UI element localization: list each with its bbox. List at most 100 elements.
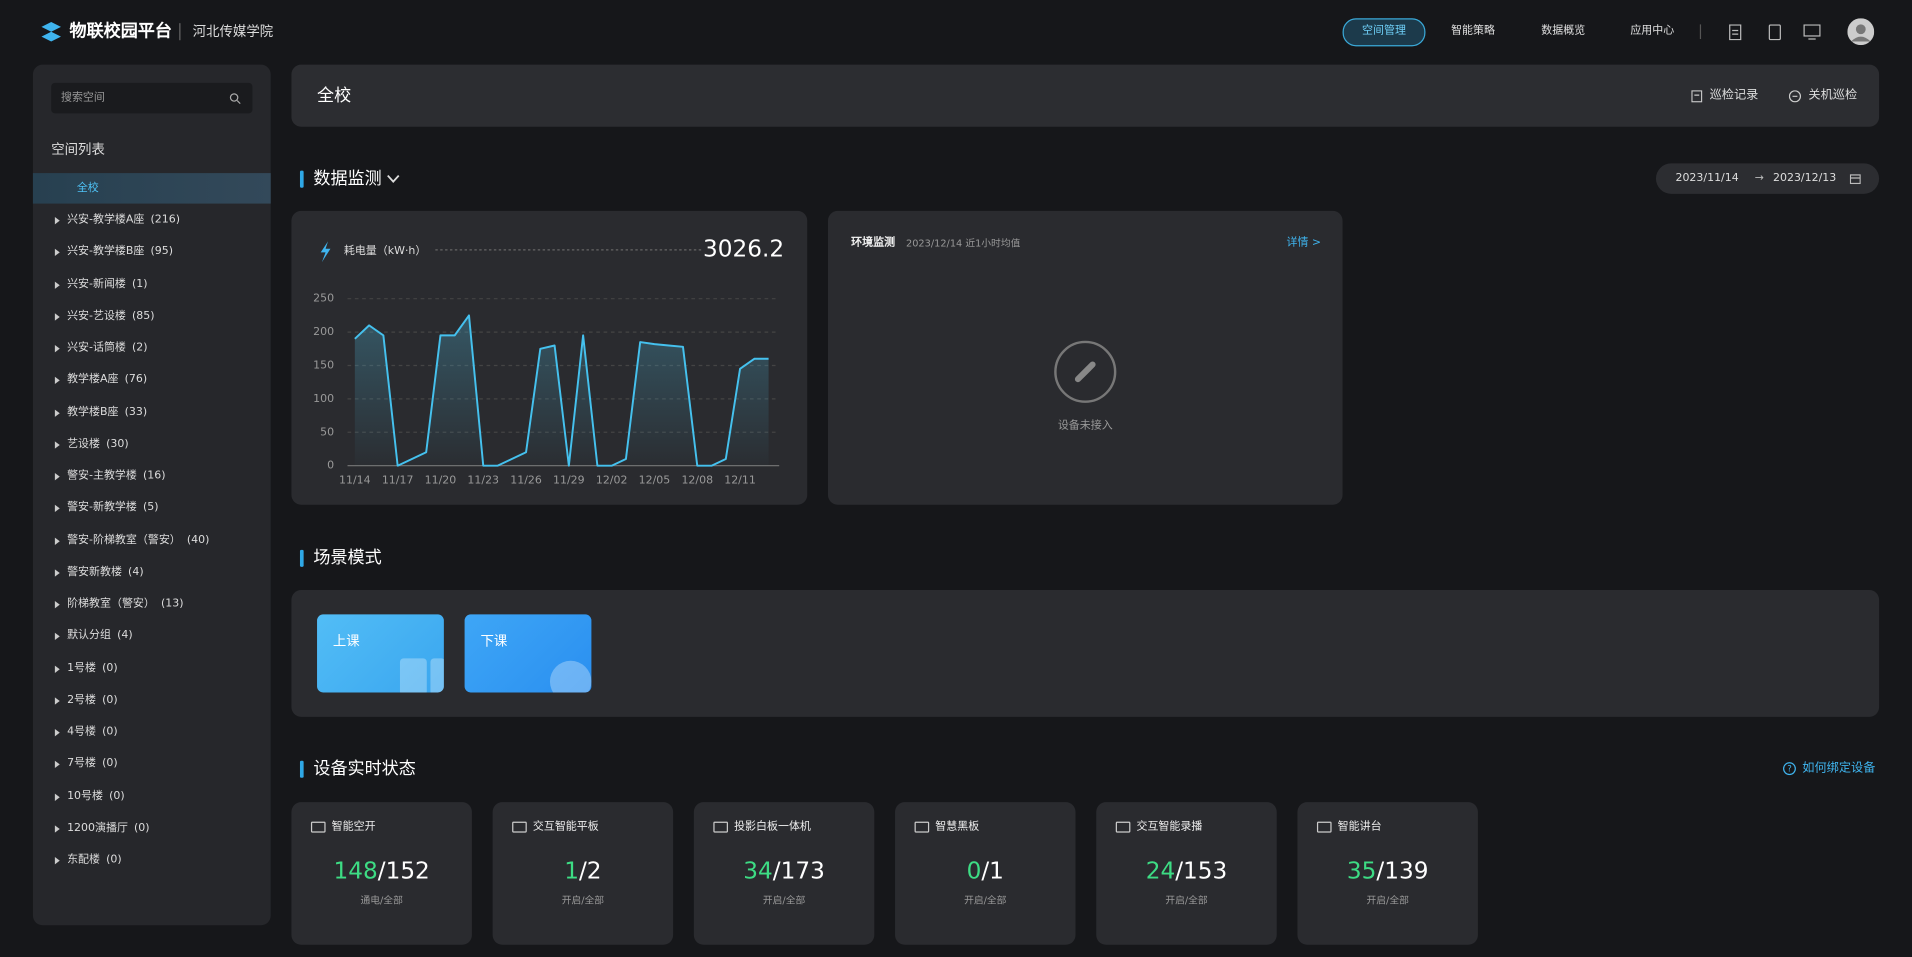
- tree-item-name[interactable]: 默认分组: [67, 629, 111, 643]
- tree-item-count[interactable]: (40): [186, 533, 210, 547]
- tree-arrow[interactable]: [54, 441, 60, 449]
- tree-item[interactable]: 兴安-新闻楼 (1): [67, 279, 147, 290]
- tree-item-count[interactable]: (216): [150, 213, 180, 227]
- record-icon[interactable]: [1691, 90, 1703, 103]
- tree-item-count[interactable]: (0): [102, 725, 118, 739]
- scene-tile[interactable]: [464, 614, 592, 693]
- tree-item-count[interactable]: (0): [109, 789, 125, 803]
- active-row[interactable]: [32, 173, 271, 204]
- tree-arrow[interactable]: [54, 761, 60, 769]
- tree-item[interactable]: 默认分组 (4): [67, 631, 133, 642]
- tree-item-name[interactable]: 东配楼: [67, 853, 101, 867]
- tree-item-count[interactable]: (0): [102, 661, 118, 675]
- tree-item-count[interactable]: (13): [160, 597, 184, 611]
- tree-item[interactable]: 东配楼 (0): [67, 855, 122, 866]
- tree-item-name[interactable]: 警安-主教学楼: [67, 469, 137, 483]
- tree-item-name[interactable]: 7号楼: [67, 757, 97, 771]
- tree-arrow[interactable]: [54, 505, 60, 513]
- scene-tile[interactable]: [317, 614, 444, 693]
- tree-item[interactable]: 警安-新教学楼 (5): [67, 503, 158, 514]
- tree-item-count[interactable]: (0): [106, 853, 122, 867]
- tree-arrow[interactable]: [54, 281, 60, 289]
- tree-item-count[interactable]: (2): [132, 341, 148, 355]
- tree-arrow[interactable]: [54, 216, 60, 225]
- tree-item-count[interactable]: (4): [117, 629, 133, 643]
- help-link[interactable]: 如何绑定设备: [1802, 761, 1876, 776]
- tablet-icon[interactable]: [1768, 24, 1781, 41]
- nav-item[interactable]: 智能策略: [1451, 24, 1495, 38]
- tree-item-count[interactable]: (4): [128, 565, 144, 579]
- tree-arrow[interactable]: [54, 825, 60, 833]
- tree-item-count[interactable]: (5): [142, 501, 159, 515]
- tree-arrow[interactable]: [54, 569, 60, 577]
- tree-item-name[interactable]: 1号楼: [67, 661, 97, 675]
- tree-item-name[interactable]: 艺设楼: [67, 437, 101, 451]
- tree-item-count[interactable]: (76): [124, 373, 148, 387]
- tree-arrow[interactable]: [54, 313, 60, 321]
- env-link[interactable]: 详情 >: [1286, 237, 1322, 250]
- date-range[interactable]: [1655, 163, 1880, 194]
- date-end[interactable]: 2023/12/13: [1773, 172, 1837, 185]
- tree-item-name[interactable]: 2号楼: [67, 693, 97, 707]
- tree-arrow[interactable]: [54, 249, 60, 257]
- tree-arrow[interactable]: [54, 377, 60, 385]
- search-placeholder[interactable]: 搜索空间: [60, 92, 105, 105]
- tree-arrow[interactable]: [54, 633, 60, 641]
- search-box[interactable]: [51, 82, 253, 114]
- tree-item[interactable]: 兴安-艺设楼 (85): [67, 311, 154, 322]
- tree-arrow[interactable]: [54, 793, 60, 801]
- tree-item-count[interactable]: (85): [132, 309, 155, 323]
- tree-item-count[interactable]: (0): [102, 757, 118, 771]
- doc-icon[interactable]: [1728, 24, 1743, 41]
- tree-item[interactable]: 教学楼A座 (76): [67, 375, 147, 386]
- tree-item-count[interactable]: (33): [124, 405, 148, 419]
- tree-item-name[interactable]: 兴安-教学楼A座: [67, 213, 145, 227]
- tree-item[interactable]: 警安-阶梯教室（警安） (40): [67, 535, 209, 546]
- nav-active-pill[interactable]: [1342, 18, 1426, 47]
- tree-item-count[interactable]: (1): [132, 277, 148, 291]
- tree-item-count[interactable]: (0): [134, 821, 150, 835]
- tree-item-name[interactable]: 教学楼A座: [67, 373, 119, 387]
- tree-item-name[interactable]: 兴安-话筒楼: [67, 341, 126, 355]
- tree-item[interactable]: 7号楼 (0): [67, 759, 118, 770]
- tree-arrow[interactable]: [54, 665, 60, 673]
- tree-item-name[interactable]: 兴安-教学楼B座: [67, 245, 145, 259]
- tree-item[interactable]: 阶梯教室（警安） (13): [67, 599, 183, 610]
- tree-item[interactable]: 警安新教楼 (4): [67, 567, 144, 578]
- active-item[interactable]: 全校: [76, 182, 99, 195]
- nav-item[interactable]: 数据概览: [1541, 24, 1586, 38]
- tree-item-name[interactable]: 警安-阶梯教室（警安）: [67, 533, 181, 547]
- tree-arrow[interactable]: [54, 409, 60, 417]
- tree-item[interactable]: 警安-主教学楼 (16): [67, 471, 165, 482]
- scene-label[interactable]: 下课: [480, 633, 508, 650]
- scene-label[interactable]: 上课: [332, 633, 360, 650]
- tree-arrow[interactable]: [54, 729, 60, 737]
- tree-item[interactable]: 教学楼B座 (33): [67, 407, 147, 418]
- tree-item-name[interactable]: 警安新教楼: [67, 565, 122, 579]
- tree-item-name[interactable]: 10号楼: [67, 789, 103, 803]
- calendar-icon[interactable]: [1849, 173, 1861, 185]
- tree-item-name[interactable]: 警安-新教学楼: [67, 501, 137, 515]
- tree-arrow[interactable]: [54, 697, 60, 705]
- monitor-icon[interactable]: [1803, 24, 1821, 40]
- tree-item-name[interactable]: 阶梯教室（警安）: [67, 597, 155, 611]
- action[interactable]: 关机巡检: [1808, 88, 1858, 103]
- tree-arrow[interactable]: [54, 473, 60, 481]
- help-icon[interactable]: ?: [1783, 762, 1796, 776]
- action[interactable]: 巡检记录: [1709, 88, 1759, 103]
- tree-arrow[interactable]: [54, 601, 60, 609]
- tree-arrow[interactable]: [54, 345, 60, 353]
- nav-item[interactable]: 应用中心: [1630, 24, 1675, 38]
- tree-item-count[interactable]: (95): [150, 245, 174, 259]
- nav-item[interactable]: 空间管理: [1362, 24, 1406, 38]
- tree-item[interactable]: 10号楼 (0): [67, 791, 125, 802]
- tree-item-count[interactable]: (16): [142, 469, 166, 483]
- tree-item-name[interactable]: 4号楼: [67, 725, 97, 739]
- tree-arrow[interactable]: [54, 537, 60, 545]
- tree-item-name[interactable]: 兴安-新闻楼: [67, 277, 126, 291]
- tree-item[interactable]: 2号楼 (0): [67, 695, 118, 706]
- tree-item-count[interactable]: (30): [106, 437, 129, 451]
- tree-arrow[interactable]: [54, 857, 60, 865]
- tree-item[interactable]: 4号楼 (0): [67, 727, 118, 738]
- tree-item-name[interactable]: 兴安-艺设楼: [67, 309, 126, 323]
